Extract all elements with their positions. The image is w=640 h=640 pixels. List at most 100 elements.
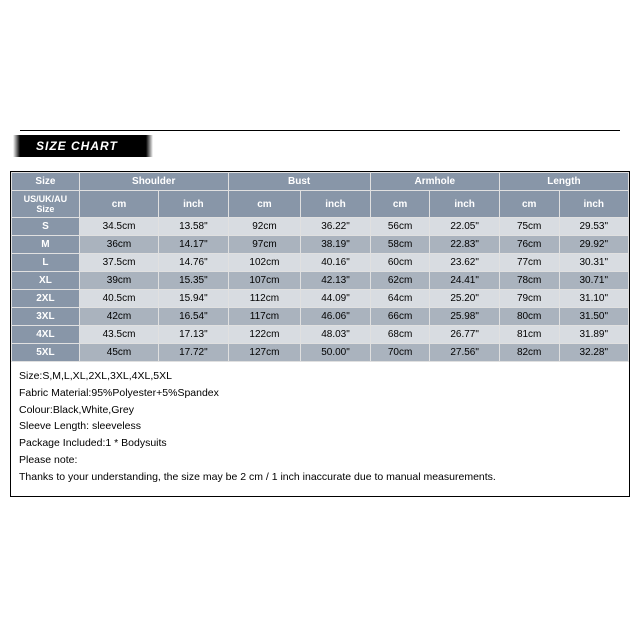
cell-value: 64cm [370,290,430,308]
header-unit: cm [499,191,559,218]
cell-size: M [12,236,80,254]
header-unit: inch [301,191,370,218]
cell-value: 17.72" [159,344,228,362]
table-row: 5XL45cm17.72"127cm50.00"70cm27.56"82cm32… [12,344,629,362]
cell-value: 66cm [370,308,430,326]
cell-value: 81cm [499,326,559,344]
header-group: Bust [228,173,370,191]
cell-size: 4XL [12,326,80,344]
cell-value: 40.16" [301,254,370,272]
cell-value: 58cm [370,236,430,254]
table-row: XL39cm15.35"107cm42.13"62cm24.41"78cm30.… [12,272,629,290]
cell-value: 77cm [499,254,559,272]
cell-value: 17.13" [159,326,228,344]
cell-value: 112cm [228,290,301,308]
cell-value: 42cm [79,308,158,326]
cell-value: 43.5cm [79,326,158,344]
cell-value: 78cm [499,272,559,290]
cell-size: 5XL [12,344,80,362]
cell-value: 22.05" [430,218,499,236]
header-unit: cm [228,191,301,218]
cell-value: 31.89" [559,326,628,344]
table-row: 4XL43.5cm17.13"122cm48.03"68cm26.77"81cm… [12,326,629,344]
table-body: S34.5cm13.58"92cm36.22"56cm22.05"75cm29.… [12,218,629,362]
table-row: M36cm14.17"97cm38.19"58cm22.83"76cm29.92… [12,236,629,254]
cell-value: 39cm [79,272,158,290]
header-unit: cm [370,191,430,218]
note-line: Please note: [19,452,621,469]
cell-value: 23.62" [430,254,499,272]
cell-value: 76cm [499,236,559,254]
header-group: Shoulder [79,173,228,191]
cell-value: 68cm [370,326,430,344]
table-row: 2XL40.5cm15.94"112cm44.09"64cm25.20"79cm… [12,290,629,308]
cell-value: 25.20" [430,290,499,308]
note-line: Package Included:1 * Bodysuits [19,435,621,452]
cell-value: 14.76" [159,254,228,272]
note-line: Fabric Material:95%Polyester+5%Spandex [19,385,621,402]
cell-value: 15.94" [159,290,228,308]
cell-value: 14.17" [159,236,228,254]
cell-value: 34.5cm [79,218,158,236]
cell-value: 37.5cm [79,254,158,272]
cell-size: S [12,218,80,236]
header-size: Size [12,173,80,191]
cell-value: 13.58" [159,218,228,236]
header-unit: inch [430,191,499,218]
notes-block: Size:S,M,L,XL,2XL,3XL,4XL,5XLFabric Mate… [11,362,629,496]
note-line: Sleeve Length: sleeveless [19,418,621,435]
banner-section: SIZE CHART [0,130,640,165]
cell-value: 32.28" [559,344,628,362]
cell-size: 2XL [12,290,80,308]
cell-value: 127cm [228,344,301,362]
header-unit: cm [79,191,158,218]
cell-value: 26.77" [430,326,499,344]
cell-value: 82cm [499,344,559,362]
cell-value: 70cm [370,344,430,362]
banner-rule [20,130,620,131]
cell-value: 60cm [370,254,430,272]
cell-value: 42.13" [301,272,370,290]
cell-value: 22.83" [430,236,499,254]
cell-value: 75cm [499,218,559,236]
cell-value: 79cm [499,290,559,308]
cell-value: 27.56" [430,344,499,362]
size-chart-box: SizeShoulderBustArmholeLength US/UK/AUSiz… [10,171,630,497]
cell-value: 40.5cm [79,290,158,308]
cell-value: 48.03" [301,326,370,344]
header-unit: inch [159,191,228,218]
cell-value: 50.00" [301,344,370,362]
cell-value: 36.22" [301,218,370,236]
cell-value: 102cm [228,254,301,272]
cell-size: L [12,254,80,272]
header-group: Armhole [370,173,499,191]
cell-value: 30.31" [559,254,628,272]
note-line: Size:S,M,L,XL,2XL,3XL,4XL,5XL [19,368,621,385]
header-size-sub: US/UK/AUSize [12,191,80,218]
cell-value: 46.06" [301,308,370,326]
header-group: Length [499,173,628,191]
note-line: Thanks to your understanding, the size m… [19,469,621,486]
cell-value: 36cm [79,236,158,254]
cell-value: 31.50" [559,308,628,326]
cell-value: 44.09" [301,290,370,308]
cell-value: 122cm [228,326,301,344]
cell-value: 62cm [370,272,430,290]
table-row: 3XL42cm16.54"117cm46.06"66cm25.98"80cm31… [12,308,629,326]
cell-value: 24.41" [430,272,499,290]
cell-value: 117cm [228,308,301,326]
table-head: SizeShoulderBustArmholeLength US/UK/AUSiz… [12,173,629,218]
cell-value: 56cm [370,218,430,236]
table-row: L37.5cm14.76"102cm40.16"60cm23.62"77cm30… [12,254,629,272]
cell-value: 30.71" [559,272,628,290]
cell-value: 29.92" [559,236,628,254]
size-chart-table: SizeShoulderBustArmholeLength US/UK/AUSiz… [11,172,629,362]
cell-value: 92cm [228,218,301,236]
cell-value: 97cm [228,236,301,254]
cell-value: 107cm [228,272,301,290]
cell-value: 31.10" [559,290,628,308]
note-line: Colour:Black,White,Grey [19,402,621,419]
cell-value: 45cm [79,344,158,362]
cell-value: 29.53" [559,218,628,236]
cell-value: 15.35" [159,272,228,290]
